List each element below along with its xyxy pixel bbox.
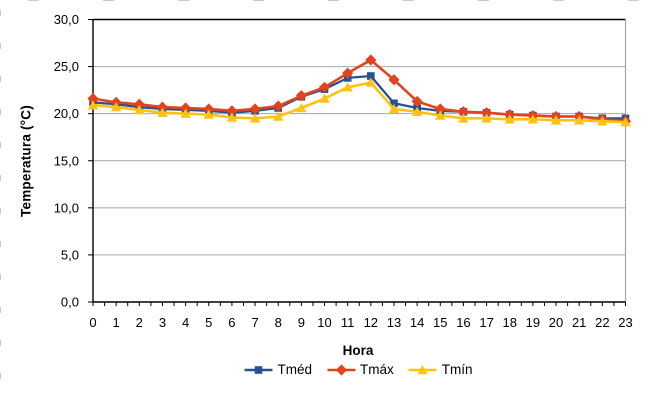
x-tick-label: 0 <box>89 315 96 330</box>
legend-item-tmed: Tméd <box>243 362 312 377</box>
x-tick-label: 4 <box>182 315 189 330</box>
legend-label: Tmín <box>441 362 473 377</box>
y-tick-label: 30,0 <box>54 12 79 27</box>
x-tick-label: 21 <box>572 315 586 330</box>
x-tick-label: 17 <box>479 315 493 330</box>
y-tick-label: 10,0 <box>54 200 79 215</box>
legend-marker-square <box>244 365 273 374</box>
x-tick-label: 16 <box>456 315 470 330</box>
chart-legend: Tméd Tmáx Tmín <box>243 362 473 377</box>
x-tick-label: 13 <box>387 315 401 330</box>
x-tick-label: 8 <box>275 315 282 330</box>
x-tick-label: 11 <box>341 315 355 330</box>
y-tick-label: 5,0 <box>61 247 79 262</box>
x-tick-label: 5 <box>205 315 212 330</box>
y-tick-labels: 0,0 5,0 10,0 15,0 20,0 25,0 30,0 <box>54 12 79 310</box>
y-tick-label: 25,0 <box>54 59 79 74</box>
series-tmin <box>87 77 631 127</box>
x-tick-label: 20 <box>549 315 563 330</box>
legend-item-tmax: Tmáx <box>326 362 394 377</box>
series-tmed <box>89 72 630 123</box>
x-tick-label: 9 <box>298 315 305 330</box>
series-line <box>91 81 627 124</box>
legend-label: Tmáx <box>360 362 394 377</box>
x-tick-label: 7 <box>251 315 258 330</box>
series-tmax <box>87 54 632 127</box>
axis-ticks <box>88 19 626 306</box>
legend-marker-diamond <box>327 363 355 376</box>
legend-label: Tméd <box>277 362 312 377</box>
x-tick-label: 10 <box>317 315 331 330</box>
legend-marker-triangle <box>408 364 437 374</box>
x-tick-labels: 0 1 2 3 4 5 6 7 8 9 10 11 12 13 14 15 16 17 18 19 20 21 22 23 <box>89 315 632 330</box>
x-tick-label: 18 <box>503 315 517 330</box>
y-axis-title: Temperatura (°C) <box>18 105 34 217</box>
legend-item-tmin: Tmín <box>408 362 473 377</box>
x-tick-label: 1 <box>113 315 120 330</box>
x-tick-label: 6 <box>228 315 235 330</box>
x-tick-label: 14 <box>410 315 424 330</box>
x-tick-label: 22 <box>595 315 609 330</box>
x-tick-label: 23 <box>618 315 632 330</box>
gridlines <box>93 66 626 256</box>
y-tick-label: 15,0 <box>54 153 79 168</box>
x-tick-label: 12 <box>364 315 378 330</box>
x-tick-label: 2 <box>136 315 143 330</box>
x-tick-label: 19 <box>526 315 540 330</box>
y-tick-label: 20,0 <box>54 106 79 121</box>
x-tick-label: 15 <box>433 315 447 330</box>
y-tick-label: 0,0 <box>61 295 79 310</box>
x-tick-label: 3 <box>159 315 166 330</box>
x-axis-title: Hora <box>342 343 374 358</box>
